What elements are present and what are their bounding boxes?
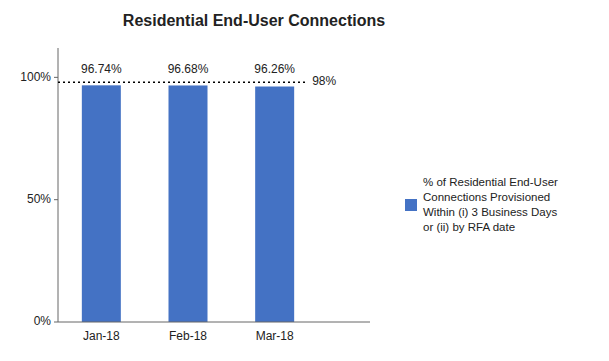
x-tick-label: Jan-18 [83,329,120,343]
x-axis-line [58,322,370,323]
x-tick-label: Mar-18 [256,329,294,343]
legend-swatch [405,199,417,211]
threshold-group [58,82,306,83]
data-label: 96.26% [254,62,295,76]
title: Residential End-User Connections [123,12,385,29]
x-axis: Jan-18 Feb-18 Mar-18 [58,322,370,343]
y-axis: 0% 50% 100% [20,48,58,328]
legend-line: % of Residential End-User [423,176,558,188]
y-axis-line [58,48,59,322]
y-tick [54,199,58,200]
bar [255,87,294,322]
chart: Residential End-User Connections 0% 50% 100… [0,0,609,361]
bar [169,85,208,322]
legend-label: % of Residential End-User Connections Pro… [423,176,558,233]
y-tick-label: 50% [27,192,51,206]
legend-line: Connections Provisioned [423,191,550,203]
data-label: 96.68% [168,62,209,76]
y-tick [54,322,58,323]
legend-line: Within (i) 3 Business Days [423,206,557,218]
labels: 98% 96.74% 96.68% 96.26% [81,62,337,88]
y-tick [54,77,58,78]
chart-container: Residential End-User Connections 0% 50% 100… [0,0,609,361]
y-tick-label: 100% [20,70,51,84]
y-tick-label: 0% [34,314,52,328]
threshold-line [58,81,306,83]
threshold-label: 98% [312,74,336,88]
bar [82,85,121,322]
x-tick-label: Feb-18 [169,329,207,343]
legend: % of Residential End-User Connections Pro… [405,176,558,233]
legend-line: or (ii) by RFA date [423,221,515,233]
data-label: 96.74% [81,62,122,76]
bars [82,85,294,322]
